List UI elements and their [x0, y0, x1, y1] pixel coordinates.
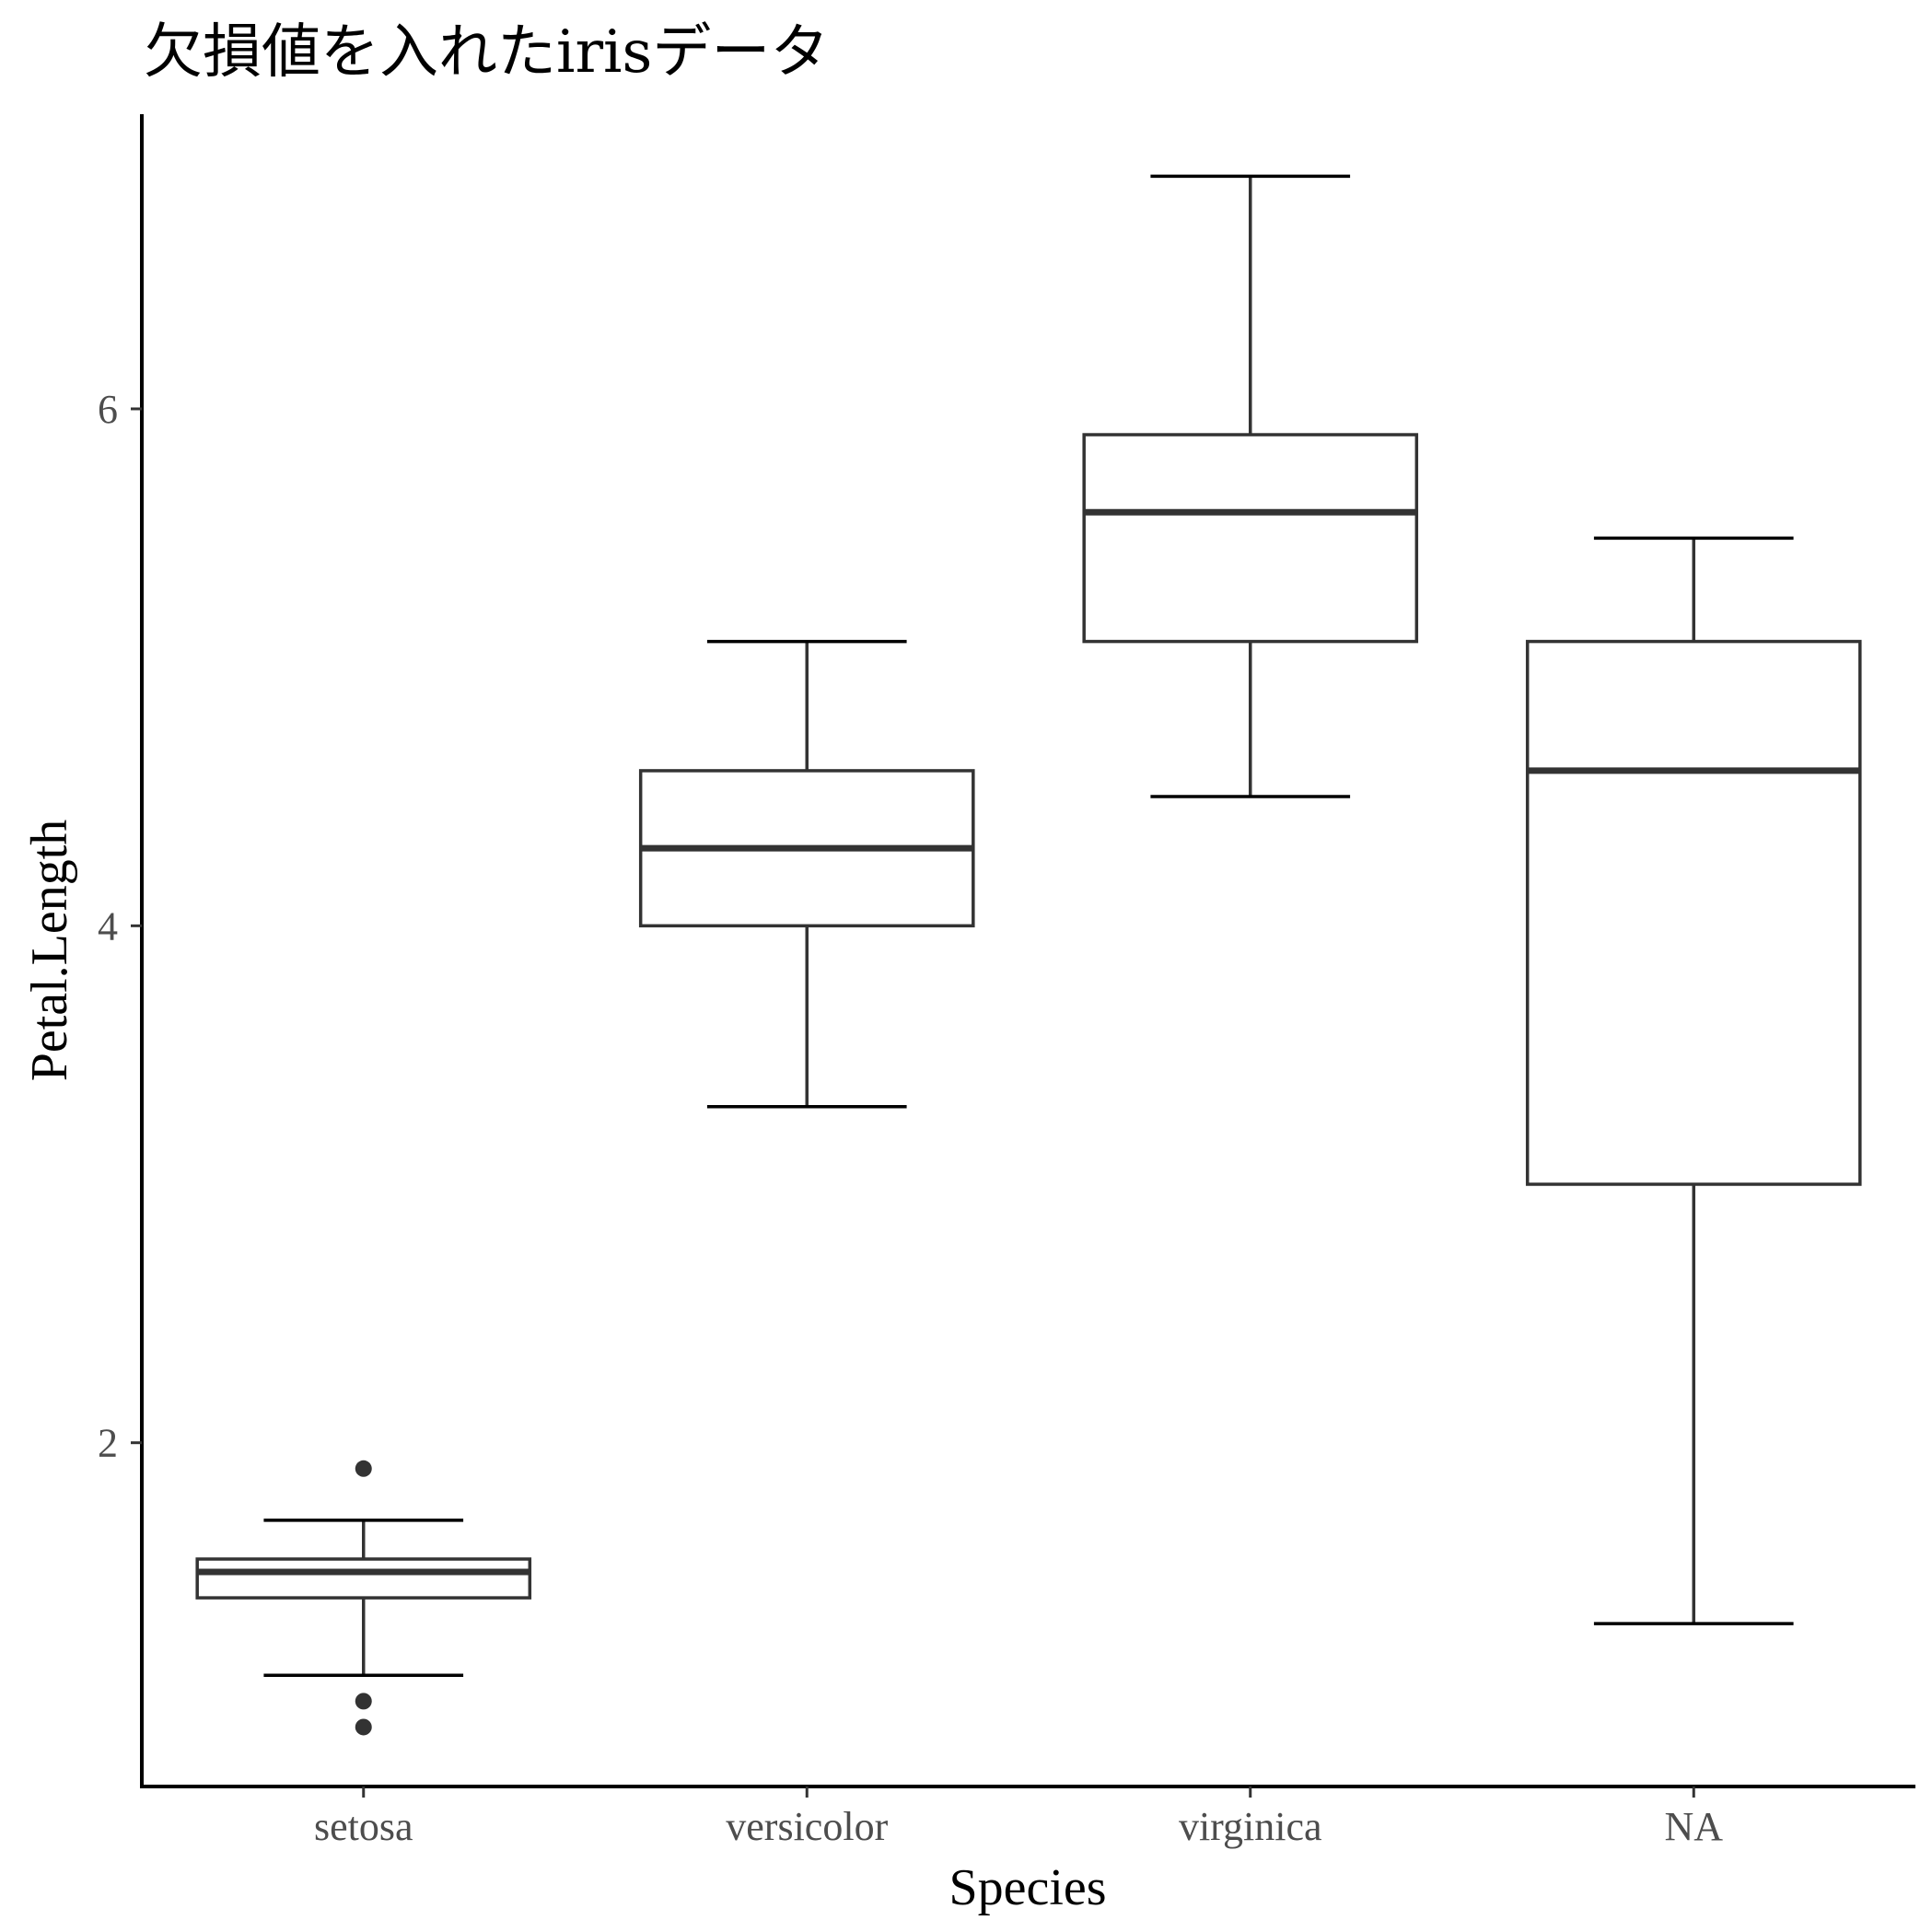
outlier-point-0	[355, 1460, 372, 1477]
box-versicolor	[638, 639, 975, 1109]
x-axis-title: Species	[949, 1859, 1106, 1916]
iqr-box	[1525, 639, 1862, 1186]
y-axis-title: Petal.Length	[21, 820, 78, 1082]
box-group	[195, 174, 1862, 1736]
iqr-box	[195, 1557, 532, 1600]
box-setosa	[195, 1460, 532, 1736]
x-tick-label-0: setosa	[314, 1804, 413, 1849]
iqr-box	[1082, 433, 1419, 644]
y-tick-label-1: 4	[98, 903, 118, 949]
y-axis-ticks: 2 4 6	[98, 387, 142, 1466]
plot-panel: 2 4 6 setosa versicolor virginica NA	[98, 114, 1915, 1849]
x-tick-label-1: versicolor	[726, 1804, 888, 1849]
y-tick-label-0: 2	[98, 1421, 118, 1466]
x-axis-ticks: setosa versicolor virginica NA	[314, 1787, 1723, 1849]
box-NA	[1525, 536, 1862, 1625]
outlier-point-1	[355, 1693, 372, 1710]
x-tick-label-3: NA	[1664, 1804, 1723, 1849]
box-virginica	[1082, 174, 1419, 798]
x-tick-label-2: virginica	[1179, 1804, 1322, 1849]
outlier-point-2	[355, 1718, 372, 1736]
y-tick-label-2: 6	[98, 387, 118, 432]
chart-title: 欠損値を入れたirisデータ	[144, 18, 829, 87]
